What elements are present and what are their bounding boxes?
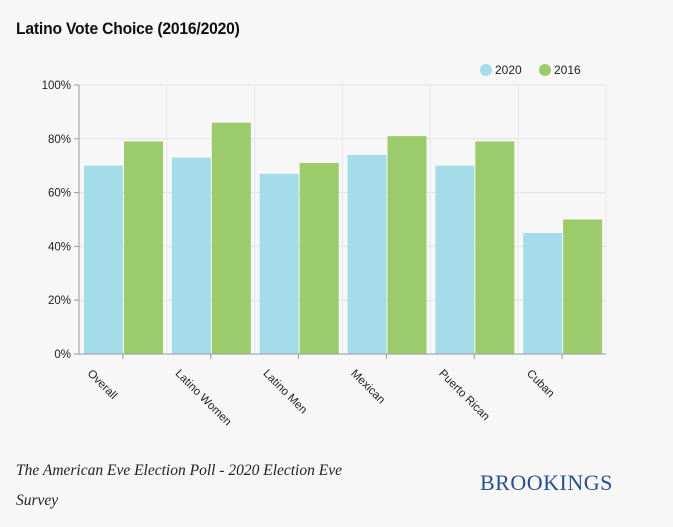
bar-2020-cuban[interactable] xyxy=(523,232,563,354)
brookings-logo: BROOKINGS xyxy=(480,470,613,495)
y-tick-label: 60% xyxy=(48,188,71,200)
category-label: Puerto Rican xyxy=(436,368,491,423)
category-label: Latino Women xyxy=(173,368,234,429)
bar-2020-overall[interactable] xyxy=(84,165,123,354)
chart-title: Latino Vote Choice (2016/2020) xyxy=(16,19,240,38)
bar-2016-cuban[interactable] xyxy=(563,219,603,355)
bar-2016-mexican[interactable] xyxy=(387,136,427,354)
category-label: Overall xyxy=(85,368,119,402)
category-label: Mexican xyxy=(348,368,387,407)
y-tick-label: 0% xyxy=(54,349,71,361)
bar-2016-latino-women[interactable] xyxy=(211,122,251,354)
y-tick-label: 80% xyxy=(48,134,71,146)
y-axis: 0% 20% 40% 60% 80% 100% xyxy=(42,80,80,361)
bar-2016-latino-men[interactable] xyxy=(299,163,339,354)
legend-label-2016[interactable]: 2016 xyxy=(554,63,581,77)
legend-swatch-2020[interactable] xyxy=(480,64,492,76)
category-label: Cuban xyxy=(524,368,556,400)
bar-chart: 0% 20% 40% 60% 80% 100% Overall Latino Women La… xyxy=(42,63,607,429)
source-note: The American Eve Election Poll - 2020 El… xyxy=(16,462,342,509)
y-tick-label: 20% xyxy=(48,295,71,307)
bar-2016-overall[interactable] xyxy=(124,141,163,354)
x-axis: Overall Latino Women Latino Men Mexican Puer… xyxy=(79,353,606,429)
bar-2020-puerto-rican[interactable] xyxy=(435,165,475,354)
y-tick-label: 100% xyxy=(42,80,71,92)
y-tick-label: 40% xyxy=(48,241,71,253)
legend-label-2020[interactable]: 2020 xyxy=(495,63,522,77)
legend: 2020 2016 xyxy=(480,63,581,77)
bar-2020-latino-men[interactable] xyxy=(259,173,299,354)
bars xyxy=(84,122,603,355)
bar-2016-puerto-rican[interactable] xyxy=(475,141,515,354)
bar-2020-latino-women[interactable] xyxy=(171,157,211,354)
bar-2020-mexican[interactable] xyxy=(347,154,387,354)
category-label: Latino Men xyxy=(260,368,309,417)
legend-swatch-2016[interactable] xyxy=(539,64,551,76)
